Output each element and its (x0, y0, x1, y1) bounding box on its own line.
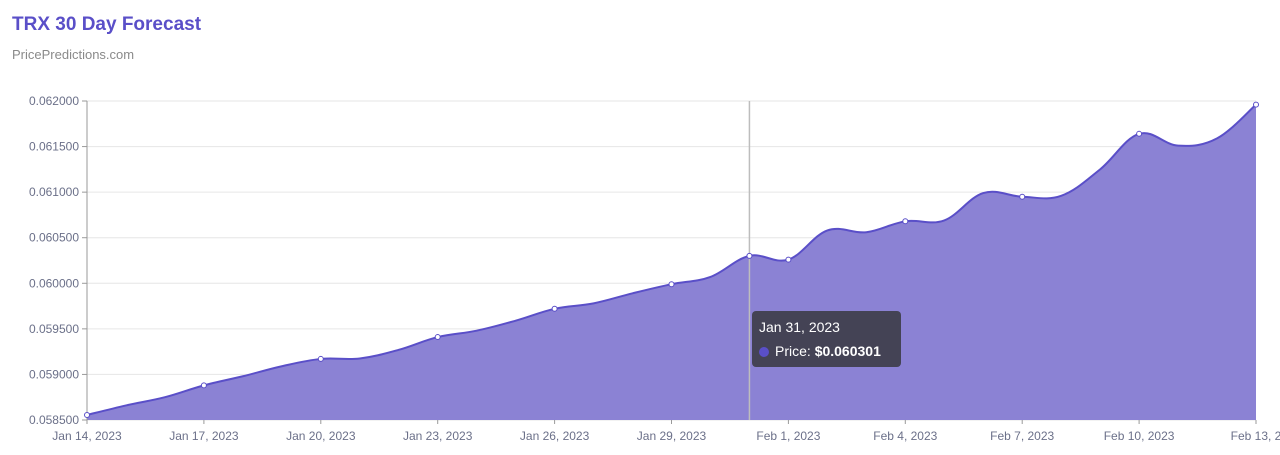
x-tick-label: Jan 26, 2023 (520, 429, 590, 443)
data-point[interactable] (551, 305, 558, 312)
x-tick-label: Jan 20, 2023 (286, 429, 356, 443)
x-axis-ticks: Jan 14, 2023 Jan 17, 2023 Jan 20, 2023 Jan … (52, 420, 1280, 443)
data-point[interactable] (668, 281, 675, 288)
y-tick-label: 0.062000 (29, 94, 79, 108)
y-axis-ticks: 0.062000 0.061500 0.061000 0.060500 0.060000… (29, 94, 87, 427)
tooltip-value-row: Price: $0.060301 (759, 343, 881, 359)
x-tick-label: Jan 23, 2023 (403, 429, 473, 443)
x-tick-label: Jan 17, 2023 (169, 429, 239, 443)
x-tick-label: Jan 29, 2023 (637, 429, 707, 443)
data-point-markers (84, 101, 1259, 418)
series-color-dot (759, 347, 769, 357)
y-tick-label: 0.059500 (29, 322, 79, 336)
data-point[interactable] (1019, 193, 1026, 200)
data-point[interactable] (84, 411, 90, 418)
y-tick-label: 0.060000 (29, 276, 79, 290)
chart-title: TRX 30 Day Forecast (12, 14, 202, 35)
x-tick-label: Feb 1, 2023 (756, 429, 820, 443)
tooltip-series-label: Price: (775, 343, 815, 359)
data-point[interactable] (200, 382, 207, 389)
tooltip-price-value: $0.060301 (814, 343, 881, 359)
x-tick-label: Jan 14, 2023 (52, 429, 122, 443)
data-point[interactable] (902, 218, 909, 225)
data-point[interactable] (434, 334, 441, 341)
y-tick-label: 0.061000 (29, 185, 79, 199)
price-tooltip: Jan 31, 2023 Price: $0.060301 (752, 311, 901, 367)
data-point[interactable] (746, 252, 753, 259)
data-point[interactable] (1136, 130, 1143, 137)
chart-subtitle: PricePredictions.com (12, 47, 135, 62)
data-point[interactable] (785, 256, 792, 263)
y-tick-label: 0.060500 (29, 231, 79, 245)
x-tick-label: Feb 10, 2023 (1104, 429, 1175, 443)
y-tick-label: 0.059000 (29, 367, 79, 381)
y-tick-label: 0.058500 (29, 413, 79, 427)
tooltip-date: Jan 31, 2023 (759, 319, 840, 335)
x-tick-label: Feb 13, 2 (1231, 429, 1280, 443)
y-tick-label: 0.061500 (29, 140, 79, 154)
data-point[interactable] (317, 355, 324, 362)
x-tick-label: Feb 7, 2023 (990, 429, 1054, 443)
price-area (87, 104, 1256, 420)
x-tick-label: Feb 4, 2023 (873, 429, 937, 443)
data-point[interactable] (1253, 101, 1259, 108)
